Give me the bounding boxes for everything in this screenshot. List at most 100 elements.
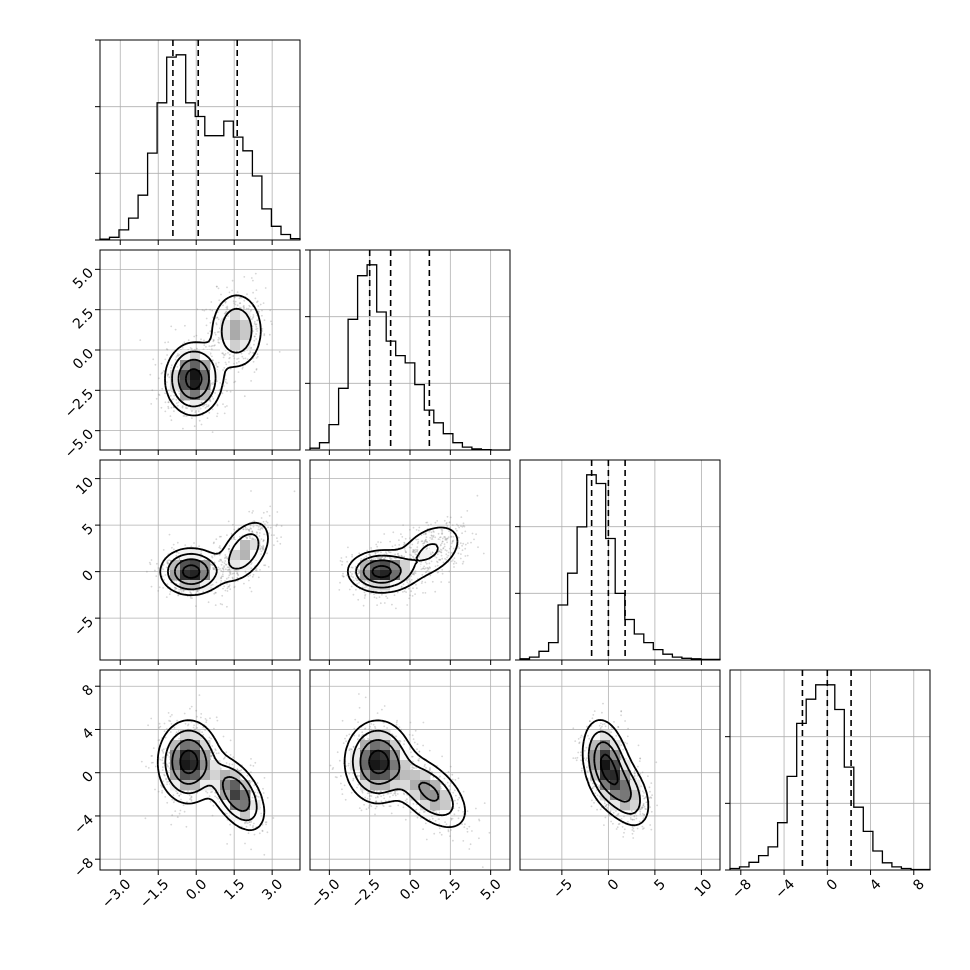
scatter-point: [164, 401, 167, 404]
scatter-point: [351, 573, 353, 575]
contour-level-1: [355, 543, 439, 589]
scatter-point: [196, 347, 198, 350]
scatter-point: [157, 377, 160, 380]
scatter-point: [191, 417, 193, 419]
scatter-point: [440, 542, 443, 545]
scatter-point: [389, 556, 392, 559]
scatter-point: [370, 795, 373, 797]
scatter-point: [217, 797, 220, 800]
scatter-point: [163, 773, 166, 776]
scatter-point: [376, 604, 378, 606]
scatter-point: [256, 330, 258, 332]
scatter-point: [233, 536, 235, 539]
scatter-point: [224, 589, 227, 592]
scatter-point: [273, 534, 275, 536]
scatter-point: [217, 339, 220, 341]
scatter-point: [169, 415, 172, 417]
scatter-point: [352, 772, 354, 775]
scatter-point: [202, 733, 205, 736]
scatter-point: [178, 557, 181, 560]
scatter-point: [152, 761, 154, 764]
scatter-point: [402, 544, 405, 546]
scatter-point: [155, 397, 158, 400]
scatter-point: [357, 738, 359, 741]
scatter-point: [373, 593, 375, 596]
scatter-point: [172, 543, 175, 546]
scatter-point: [452, 562, 455, 565]
scatter-point: [242, 528, 245, 531]
scatter-point: [210, 737, 213, 740]
scatter-point: [173, 548, 175, 551]
scatter-point: [452, 547, 455, 550]
scatter-point: [246, 537, 249, 539]
scatter-point: [428, 530, 430, 533]
scatter-point: [222, 304, 224, 307]
scatter-point: [260, 526, 263, 529]
scatter-point: [268, 333, 271, 336]
scatter-point: [255, 368, 258, 371]
scatter-point: [228, 568, 231, 571]
scatter-point: [380, 795, 382, 798]
scatter-point: [387, 550, 390, 553]
scatter-point: [210, 345, 213, 348]
scatter-point: [410, 579, 413, 581]
scatter-point: [171, 390, 173, 392]
scatter-point: [270, 534, 273, 536]
scatter-point: [252, 537, 255, 540]
scatter-point: [367, 588, 370, 591]
scatter-point: [190, 800, 193, 802]
scatter-point: [447, 829, 450, 831]
scatter-point: [160, 784, 163, 787]
scatter-point: [233, 586, 236, 589]
scatter-point: [224, 312, 227, 314]
scatter-point: [370, 547, 372, 549]
scatter-point: [222, 403, 224, 405]
scatter-point: [167, 341, 170, 343]
scatter-point: [433, 531, 435, 533]
scatter-point: [223, 354, 226, 357]
scatter-point: [215, 796, 218, 799]
density-cell: [360, 560, 371, 571]
scatter-point: [432, 536, 435, 538]
scatter-point: [252, 314, 255, 316]
scatter-point: [243, 395, 246, 398]
scatter-point: [168, 593, 171, 596]
scatter-point: [211, 309, 214, 312]
scatter-point: [180, 591, 183, 593]
scatter-point: [396, 591, 399, 594]
density-cell: [240, 800, 251, 811]
scatter-point: [232, 756, 235, 759]
density-cell: [190, 560, 201, 571]
scatter-point: [358, 571, 361, 574]
scatter-point: [144, 817, 147, 820]
scatter-point: [266, 831, 269, 834]
scatter-point: [188, 794, 191, 797]
scatter-point: [175, 731, 178, 734]
scatter-point: [226, 390, 228, 393]
scatter-point: [440, 551, 442, 553]
scatter-point: [251, 538, 254, 541]
scatter-point: [256, 301, 258, 304]
scatter-point: [425, 570, 428, 573]
scatter-point: [165, 777, 167, 780]
scatter-point: [367, 581, 370, 583]
scatter-point: [176, 719, 179, 722]
scatter-point: [364, 586, 366, 589]
scatter-point: [161, 575, 164, 578]
scatter-point: [388, 551, 391, 554]
scatter-point: [260, 545, 263, 548]
scatter-point: [154, 788, 156, 791]
scatter-point: [212, 359, 214, 362]
scatter-point: [366, 580, 369, 583]
scatter-point: [213, 339, 215, 342]
scatter-point: [222, 353, 225, 356]
scatter-point: [450, 536, 452, 538]
panel-frame: [99, 669, 301, 871]
scatter-point: [254, 569, 257, 572]
scatter-point: [160, 372, 163, 375]
scatter-point: [212, 568, 215, 571]
scatter-point: [358, 569, 361, 571]
scatter-point: [352, 579, 355, 582]
scatter-point: [253, 321, 256, 323]
scatter-point: [229, 571, 232, 574]
